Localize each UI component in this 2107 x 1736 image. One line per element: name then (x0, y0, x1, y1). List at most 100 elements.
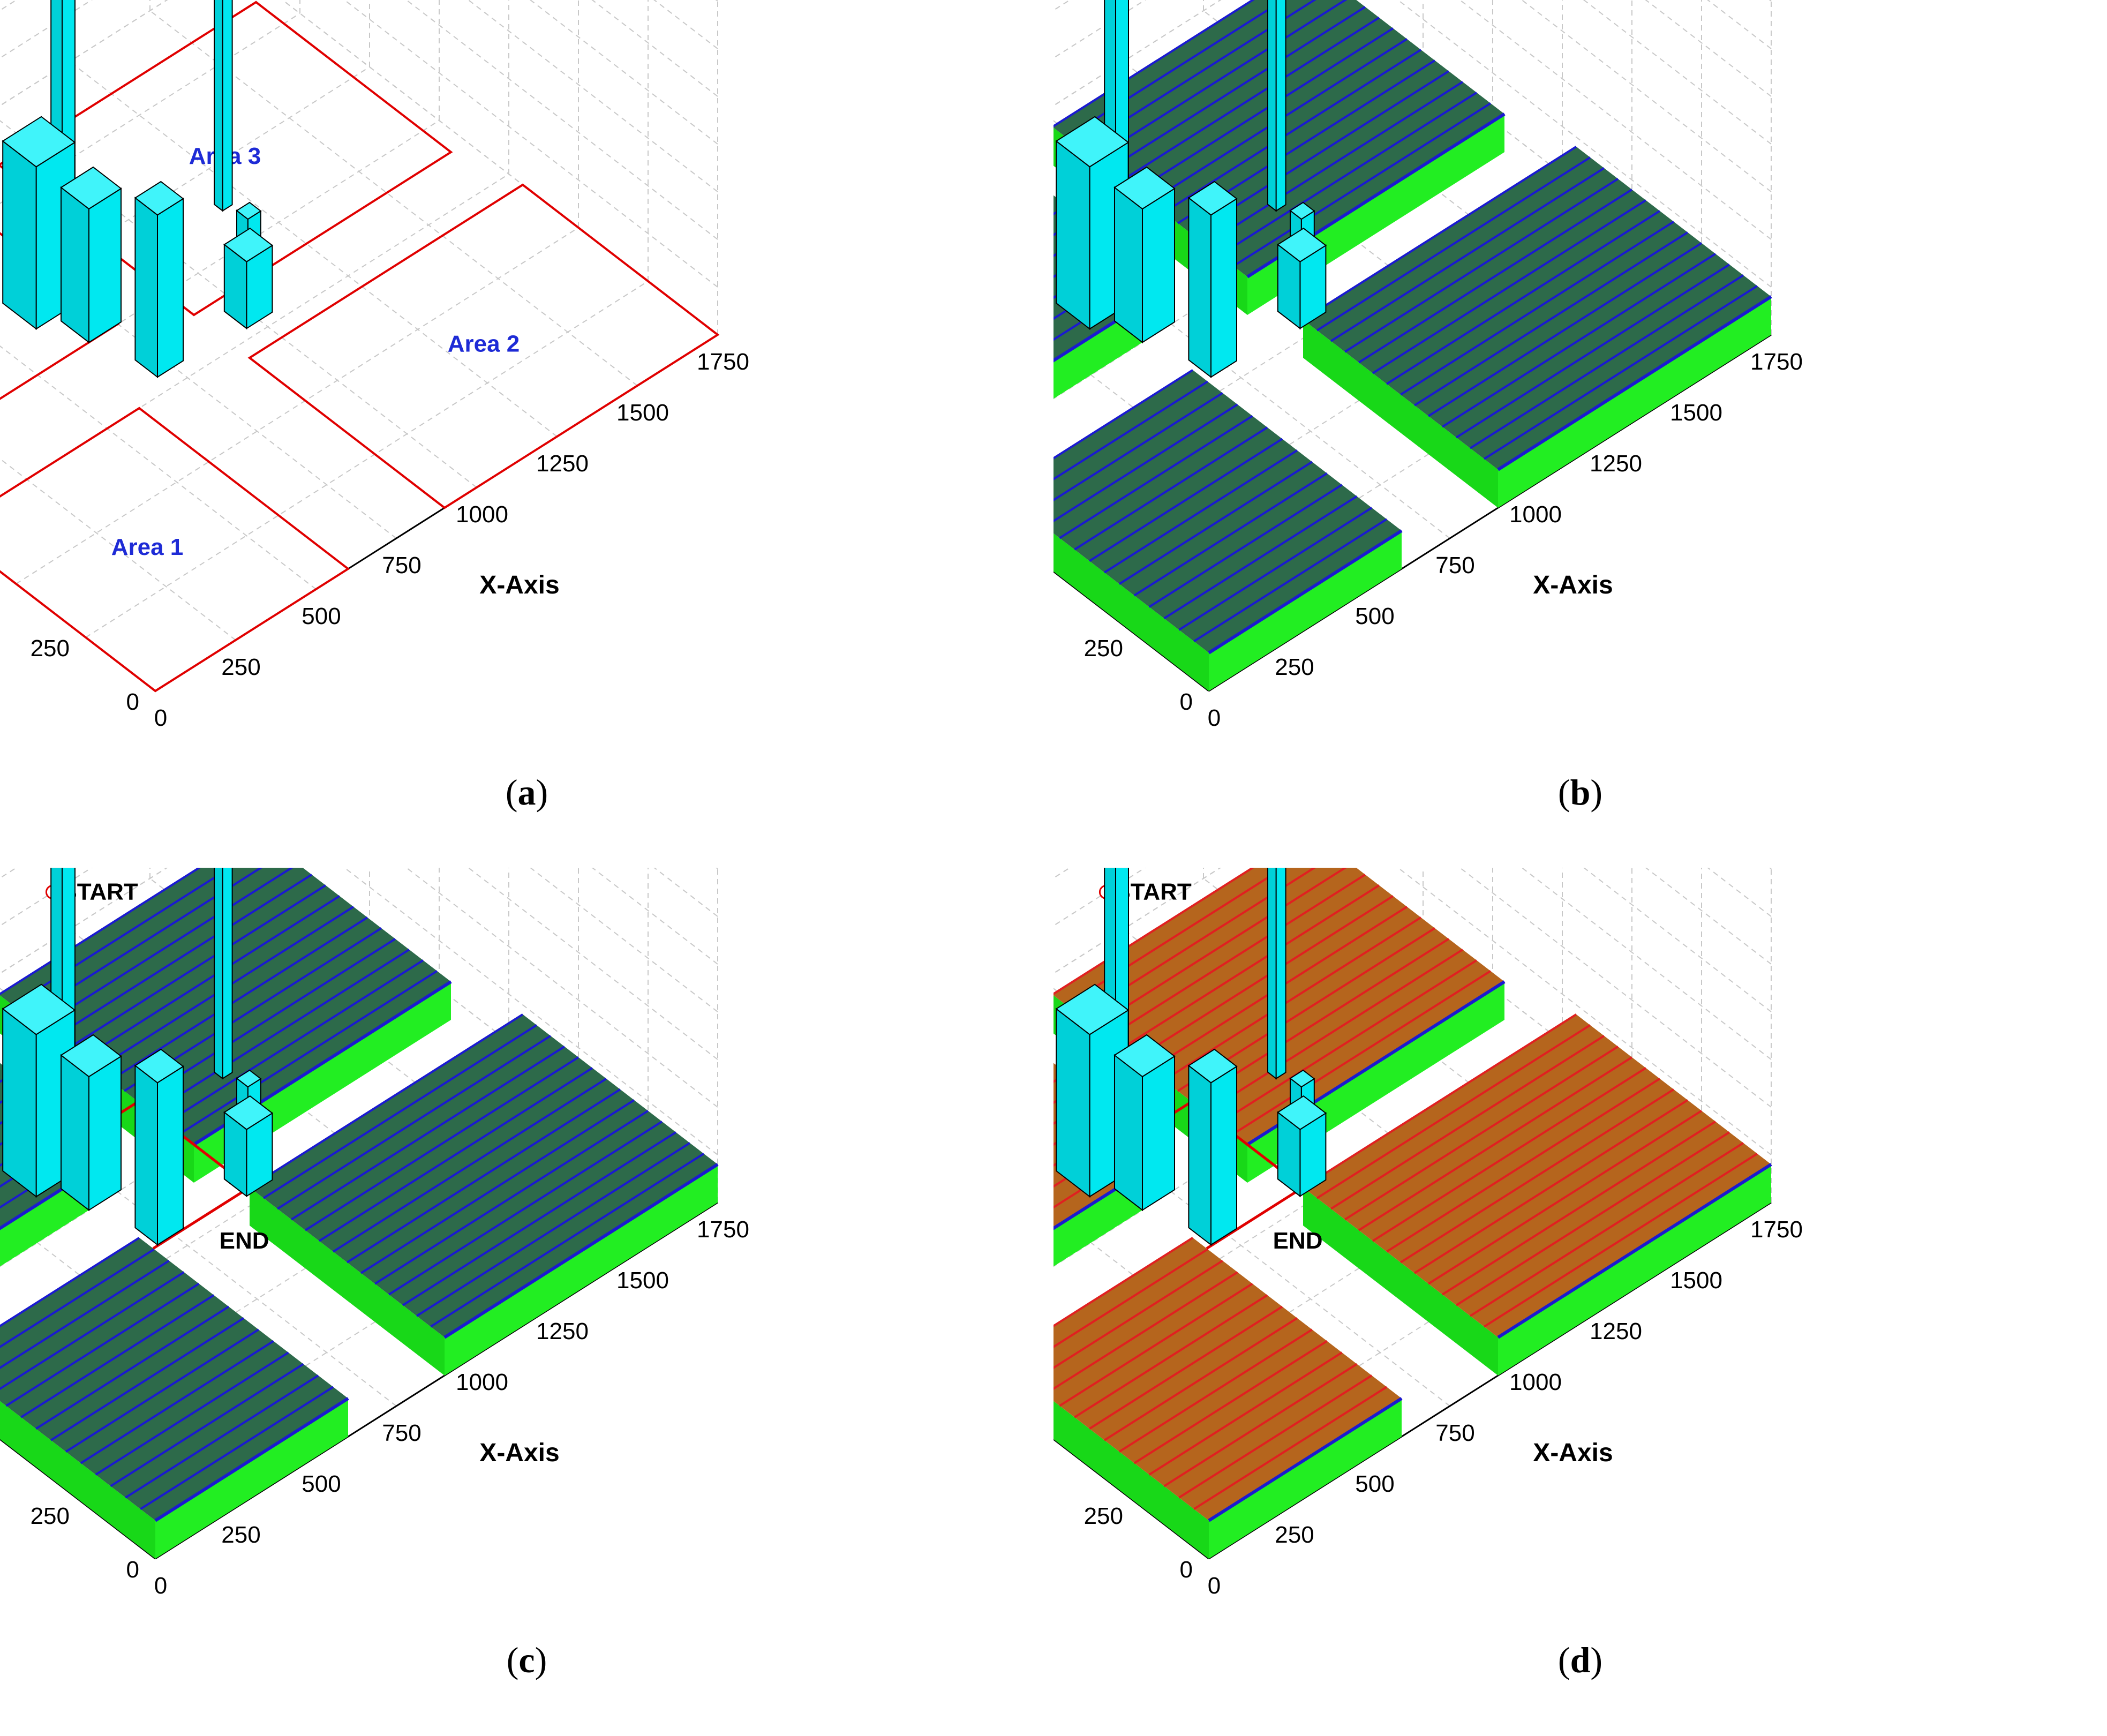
caption-c: (c) (506, 1640, 547, 1680)
coverage-stripe (179, 970, 438, 1135)
coverage-stripe (140, 1386, 334, 1510)
obstacle-top (1055, 983, 1130, 1035)
coverage-stripe (1163, 495, 1358, 620)
coverage-stripe (1054, 1271, 1238, 1391)
x-tick-label: 0 (154, 705, 167, 731)
x-tick-label: 250 (1275, 1522, 1314, 1548)
coverage-stripe (332, 1078, 607, 1253)
obstacle-side (1056, 140, 1090, 330)
coverage-stripe (1103, 449, 1298, 574)
coverage-stripe (1074, 1294, 1268, 1418)
coverage-edge (443, 1163, 719, 1339)
x-tick-label: 1250 (1590, 450, 1642, 477)
obstacle-front (1210, 1065, 1237, 1246)
coverage-stripe (1358, 1056, 1633, 1231)
coverage-slab (155, 1398, 348, 1559)
obstacle-top (2, 983, 76, 1035)
coverage-stripe (1178, 507, 1373, 631)
obstacle-top (60, 166, 122, 210)
obstacle-front (1142, 187, 1175, 344)
obstacle-front (1275, 868, 1286, 1080)
coverage-stripe (416, 1142, 691, 1317)
coverage-stripe (1093, 0, 1348, 160)
y-tick-label: 250 (1084, 635, 1123, 662)
coverage-stripe (1107, 6, 1366, 171)
y-axis-line (0, 1438, 156, 1560)
coverage-stripe (290, 1046, 566, 1221)
x-tick-label: 0 (1208, 1573, 1221, 1599)
grid-line (343, 0, 718, 288)
grid-line (0, 868, 168, 974)
grid-line (69, 61, 558, 437)
x-tick-label: 750 (382, 552, 421, 578)
coverage-stripe (1163, 49, 1422, 214)
coverage-stripe (1054, 380, 1208, 480)
coverage-slab (1209, 1398, 1402, 1559)
obstacle-front (157, 1065, 184, 1246)
obstacle-top (1187, 1048, 1238, 1084)
x-tick-label: 1750 (697, 349, 749, 375)
y-tick-label: 250 (31, 635, 70, 662)
coverage-edge (1208, 1397, 1403, 1522)
coverage-stripe (0, 1248, 155, 1348)
coverage-stripe (54, 874, 313, 1039)
x-tick-label: 250 (221, 654, 260, 680)
coverage-stripe (1330, 167, 1605, 342)
coverage-stripe (1133, 1340, 1328, 1464)
coverage-slab (1303, 319, 1498, 508)
coverage-stripe (1135, 895, 1394, 1060)
obstacle-side (1114, 1054, 1143, 1212)
x-tick-label: 0 (154, 1573, 167, 1599)
grid-line (0, 0, 230, 125)
coverage-stripe (80, 1340, 274, 1464)
obstacle-top (134, 1048, 184, 1084)
coverage-stripe (1054, 1259, 1223, 1369)
panel-b: 0250500750100012501500175002505007501000… (1054, 0, 2107, 868)
x-tick-label: 250 (221, 1522, 260, 1548)
grid-line (653, 0, 718, 49)
coverage-stripe (360, 1099, 635, 1274)
coverage-edge (1208, 529, 1403, 655)
coverage-stripe (125, 1374, 319, 1499)
x-tick-label: 1500 (616, 1267, 669, 1294)
obstacle-top (1055, 116, 1130, 168)
coverage-stripe (0, 1271, 185, 1391)
coverage-stripe (1054, 403, 1238, 523)
x-tick-label: 1750 (1750, 1216, 1803, 1243)
coverage-stripe (1054, 1237, 1194, 1327)
coverage-stripe (1054, 369, 1194, 460)
x-tick-label: 500 (1355, 1471, 1394, 1497)
coverage-stripe (1193, 1386, 1388, 1510)
chart-plot-a: 0250500750100012501500175002505007501000… (0, 0, 749, 731)
coverage-stripe (1059, 1282, 1253, 1407)
coverage-stripe (1118, 1328, 1313, 1453)
coverage-slab (1498, 1164, 1771, 1376)
x-tick-label: 1250 (536, 450, 589, 477)
coverage-slab (1054, 533, 1209, 691)
obstacle-side (134, 1064, 158, 1246)
grid-line (405, 0, 718, 240)
coverage-stripe (1483, 1153, 1758, 1328)
end-label: END (1273, 1228, 1323, 1254)
coverage-stripe (1455, 1131, 1730, 1306)
panel-a: 0250500750100012501500175002505007501000… (0, 0, 1054, 868)
coverage-stripe (67, 884, 327, 1049)
area-boundary (0, 407, 350, 693)
chart-plot-c: 0250500750100012501500175002505007501000… (0, 868, 749, 1599)
obstacle-front (88, 1055, 122, 1212)
chart-plot-d: 0250500750100012501500175002505007501000… (1054, 868, 1803, 1599)
coverage-slab (1498, 296, 1771, 508)
coverage-stripe (1133, 472, 1328, 597)
caption-b: (b) (1557, 772, 1603, 813)
coverage-stripe (1413, 231, 1689, 407)
obstacle-side (1056, 1008, 1090, 1198)
coverage-stripe (1302, 1013, 1577, 1189)
coverage-slab (1209, 530, 1402, 691)
obstacle-top (1113, 166, 1176, 210)
coverage-stripe (95, 1351, 289, 1476)
coverage-stripe (1413, 1099, 1689, 1274)
coverage-stripe (1054, 868, 1255, 995)
y-axis-line (1054, 1438, 1209, 1560)
coverage-slab (1054, 1401, 1209, 1559)
obstacle-side (214, 0, 223, 212)
